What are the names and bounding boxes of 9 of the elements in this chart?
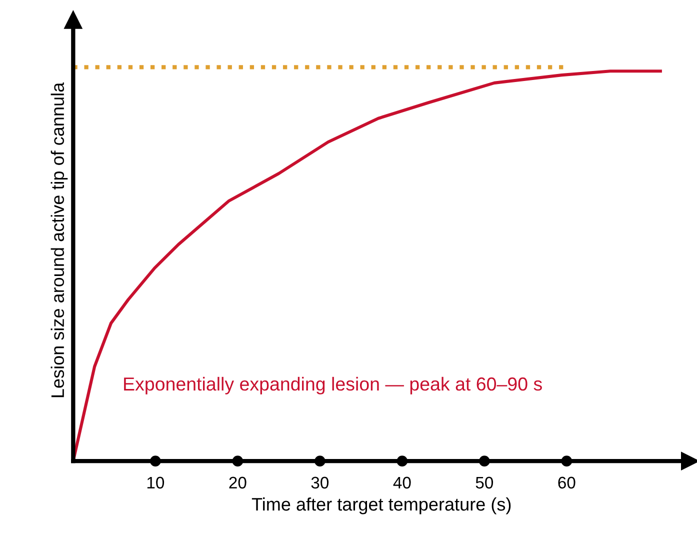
annotation: Exponentially expanding lesion — peak at 60–90 s [124, 376, 542, 394]
x-tick-label: 30 [311, 476, 329, 489]
x-tick-label: 20 [229, 476, 246, 489]
x-axis-title: Time after target temperature (s) [252, 497, 511, 514]
x-tick-label: 60 [558, 476, 576, 489]
x-tick-label: 50 [476, 476, 494, 489]
y-axis-title: Lesion size around active tip of cannula [50, 82, 68, 398]
x-tick-label: 10 [147, 476, 164, 489]
x-tick-label: 40 [393, 476, 411, 489]
